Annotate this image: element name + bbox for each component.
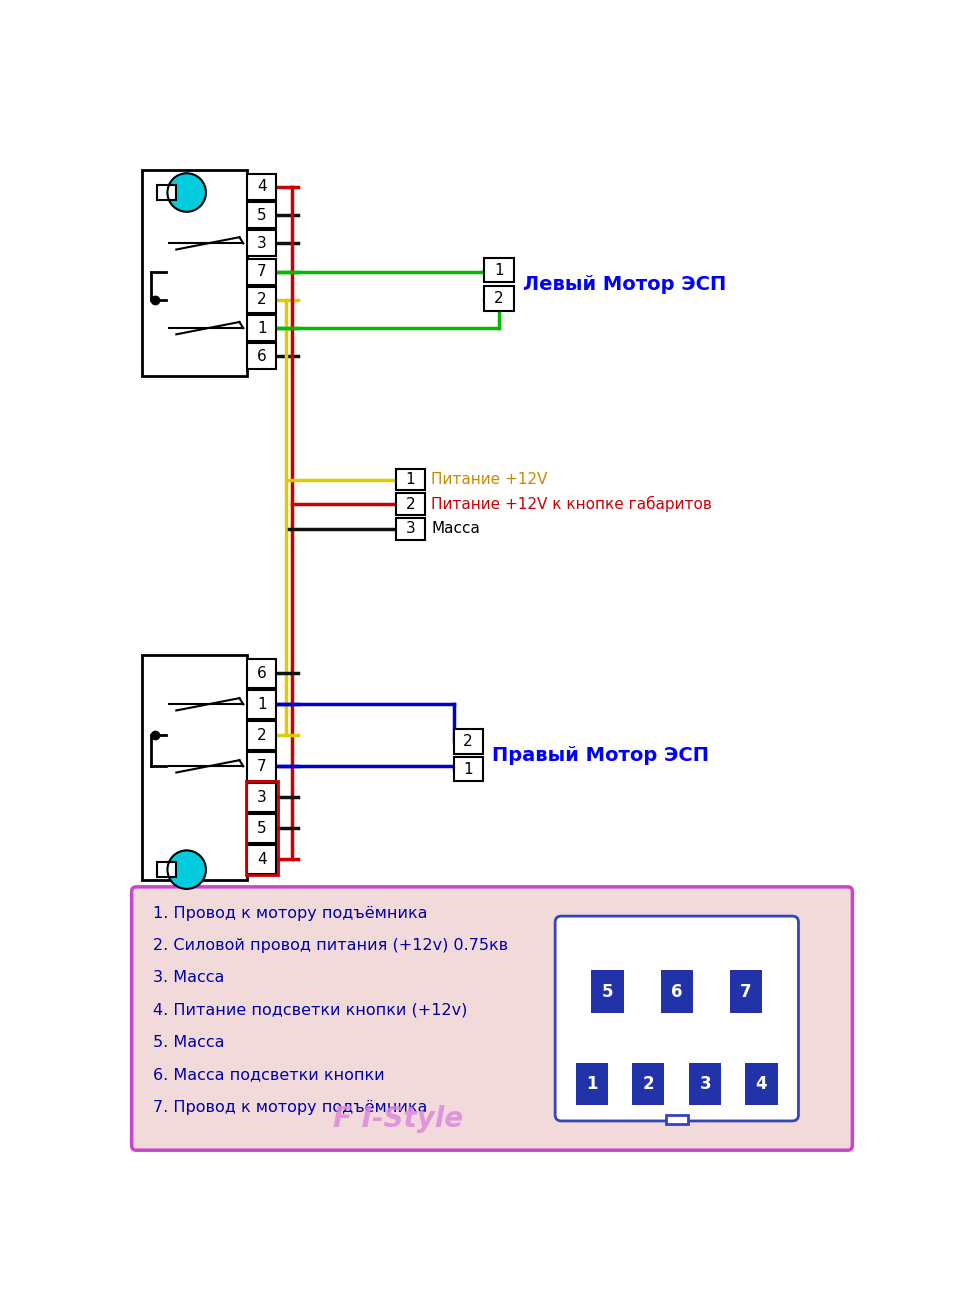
Text: 5: 5 xyxy=(257,208,267,222)
Text: 3: 3 xyxy=(700,1075,711,1093)
Text: 1: 1 xyxy=(464,761,473,777)
Bar xyxy=(247,721,276,749)
Text: 6: 6 xyxy=(257,349,267,364)
Text: 6: 6 xyxy=(257,666,267,680)
Bar xyxy=(246,782,278,876)
Text: 6: 6 xyxy=(671,982,683,1000)
Text: 4: 4 xyxy=(257,180,267,194)
Bar xyxy=(247,752,276,781)
Text: F I-Style: F I-Style xyxy=(333,1105,463,1133)
Bar xyxy=(484,258,514,282)
Bar xyxy=(484,286,514,311)
Text: 2: 2 xyxy=(642,1075,654,1093)
Text: 3: 3 xyxy=(257,790,267,805)
Bar xyxy=(247,690,276,718)
Bar xyxy=(632,1063,664,1105)
FancyBboxPatch shape xyxy=(132,887,852,1150)
Bar xyxy=(157,863,176,877)
Text: Левый Мотор ЭСП: Левый Мотор ЭСП xyxy=(523,275,726,294)
Bar xyxy=(453,729,483,753)
Bar xyxy=(591,971,624,1012)
Text: 6. Масса подсветки кнопки: 6. Масса подсветки кнопки xyxy=(154,1067,385,1082)
Text: 1: 1 xyxy=(257,697,267,712)
Text: 5: 5 xyxy=(602,982,613,1000)
Circle shape xyxy=(167,173,206,212)
Bar xyxy=(396,518,425,540)
Text: 2: 2 xyxy=(257,293,267,307)
Text: 7: 7 xyxy=(257,758,267,774)
Bar xyxy=(247,783,276,812)
Text: 4: 4 xyxy=(257,852,267,866)
Bar xyxy=(247,315,276,341)
Text: 1: 1 xyxy=(494,263,504,277)
Text: Масса: Масса xyxy=(431,522,480,536)
Bar xyxy=(730,971,762,1012)
Text: 1: 1 xyxy=(405,472,415,487)
Text: Питание +12V к кнопке габаритов: Питание +12V к кнопке габаритов xyxy=(431,496,712,513)
Bar xyxy=(666,1115,687,1124)
Text: 2: 2 xyxy=(464,734,473,749)
Text: 7. Провод к мотору подъёмника: 7. Провод к мотору подъёмника xyxy=(154,1099,427,1115)
Bar xyxy=(247,846,276,874)
Bar xyxy=(247,658,276,688)
FancyBboxPatch shape xyxy=(555,916,799,1121)
Text: 2: 2 xyxy=(257,727,267,743)
Text: 2: 2 xyxy=(494,291,504,306)
Bar xyxy=(142,656,247,879)
Text: Питание +12V: Питание +12V xyxy=(431,472,547,487)
Bar xyxy=(157,185,176,200)
Bar xyxy=(247,814,276,843)
Bar xyxy=(689,1063,722,1105)
Text: 3: 3 xyxy=(257,235,267,251)
Text: 5: 5 xyxy=(257,821,267,835)
Text: 7: 7 xyxy=(257,264,267,280)
Text: Правый Мотор ЭСП: Правый Мотор ЭСП xyxy=(492,745,709,765)
Text: 5. Масса: 5. Масса xyxy=(154,1034,225,1050)
Bar xyxy=(247,343,276,369)
Bar xyxy=(396,468,425,490)
Bar xyxy=(247,202,276,228)
Text: 3: 3 xyxy=(405,522,416,536)
Text: 1. Провод к мотору подъёмника: 1. Провод к мотору подъёмника xyxy=(154,905,428,921)
Bar xyxy=(247,174,276,200)
Bar xyxy=(576,1063,609,1105)
Text: 2: 2 xyxy=(405,497,415,511)
Bar xyxy=(745,1063,778,1105)
Circle shape xyxy=(167,851,206,889)
Text: 2. Силовой провод питания (+12v) 0.75кв: 2. Силовой провод питания (+12v) 0.75кв xyxy=(154,938,509,952)
Text: 4. Питание подсветки кнопки (+12v): 4. Питание подсветки кнопки (+12v) xyxy=(154,1003,468,1017)
Bar xyxy=(453,757,483,782)
Text: 4: 4 xyxy=(756,1075,767,1093)
Text: 3. Масса: 3. Масса xyxy=(154,971,225,985)
Bar xyxy=(660,971,693,1012)
Text: 7: 7 xyxy=(740,982,752,1000)
Bar xyxy=(247,259,276,285)
Text: 1: 1 xyxy=(257,320,267,336)
Bar xyxy=(247,230,276,256)
Text: 1: 1 xyxy=(587,1075,598,1093)
Bar xyxy=(396,493,425,515)
Bar xyxy=(142,170,247,376)
Bar xyxy=(247,288,276,312)
